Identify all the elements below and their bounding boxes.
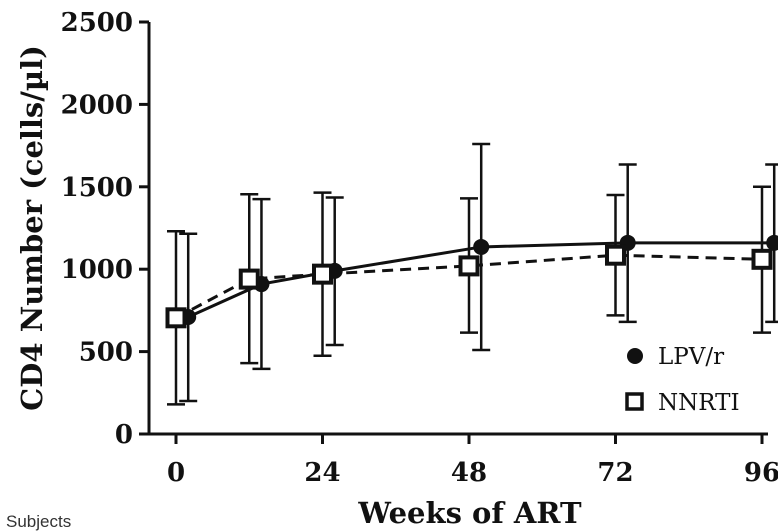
x-tick-label: 72 (597, 458, 633, 488)
y-tick-label: 500 (79, 338, 133, 368)
x-axis-title: Weeks of ART (357, 496, 582, 530)
x-tick-label: 96 (744, 458, 778, 488)
y-axis-title: CD4 Number (cells/µl) (15, 45, 49, 411)
y-tick-label: 0 (115, 420, 133, 450)
y-tick-label: 1000 (61, 255, 133, 285)
nnrti-series-line (175, 253, 763, 320)
x-tick-label: 24 (304, 458, 340, 488)
y-tick-label: 2000 (61, 90, 133, 120)
x-tick-label: 48 (451, 458, 487, 488)
x-tick-label: 0 (167, 458, 185, 488)
lpv-data-point (766, 234, 778, 251)
nnrti-data-point (458, 255, 480, 277)
y-tick-label: 1500 (61, 173, 133, 203)
nnrti-data-point (605, 244, 626, 266)
nnrti-data-point (751, 248, 773, 270)
nnrti-data-point (165, 307, 187, 329)
legend-marker-lpv (627, 348, 643, 364)
nnrti-data-point (238, 268, 260, 290)
axes-layer (147, 22, 768, 436)
footer-text: Subjects (6, 512, 72, 531)
legend-marker-nnrti (625, 392, 644, 411)
y-tick-label: 2500 (61, 8, 133, 38)
legend: LPV/r NNRTI (625, 344, 740, 416)
legend-label-nnrti: NNRTI (658, 390, 740, 416)
ticks-layer: 0 500 1000 1500 2000 2500 0 24 48 72 96 (61, 8, 778, 488)
series-layer (165, 142, 778, 406)
legend-label-lpv: LPV/r (658, 344, 724, 370)
lpv-data-point (473, 238, 490, 255)
nnrti-data-point (312, 263, 333, 285)
